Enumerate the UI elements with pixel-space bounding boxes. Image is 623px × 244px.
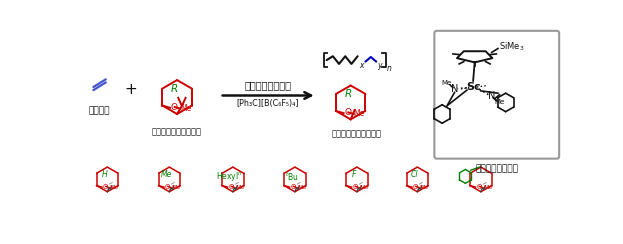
- Text: Me: Me: [354, 110, 365, 119]
- Text: アニシルプロピレン類: アニシルプロピレン類: [152, 128, 202, 137]
- Text: スカンジウム触媒: スカンジウム触媒: [475, 164, 518, 173]
- Text: $^t$Bu: $^t$Bu: [285, 170, 298, 183]
- Text: F: F: [351, 170, 356, 179]
- Text: Sc: Sc: [466, 82, 480, 92]
- Text: スカンジウム触媒: スカンジウム触媒: [245, 80, 292, 90]
- Text: x: x: [359, 61, 364, 70]
- Text: ~: ~: [357, 179, 365, 187]
- Text: ~: ~: [295, 179, 303, 187]
- Text: O: O: [165, 184, 170, 190]
- Text: Cl: Cl: [411, 170, 418, 179]
- Text: SiMe$_3$: SiMe$_3$: [500, 41, 525, 53]
- Text: N: N: [451, 84, 458, 94]
- Text: O: O: [229, 184, 234, 190]
- Text: y: y: [377, 61, 381, 70]
- Text: ~: ~: [107, 179, 115, 187]
- FancyBboxPatch shape: [434, 31, 559, 159]
- Text: O: O: [345, 108, 351, 117]
- Text: Me: Me: [172, 185, 181, 190]
- Text: ~: ~: [481, 179, 489, 187]
- Text: Me: Me: [297, 185, 307, 190]
- Text: O: O: [353, 184, 358, 190]
- Text: H: H: [102, 170, 107, 179]
- Text: O: O: [477, 184, 482, 190]
- Text: エチレン: エチレン: [89, 106, 110, 115]
- Text: n: n: [386, 64, 391, 73]
- Text: Me: Me: [359, 185, 369, 190]
- Text: Me: Me: [180, 104, 191, 113]
- Text: [Ph₃C][B(C₆F₅)₄]: [Ph₃C][B(C₆F₅)₄]: [237, 99, 300, 108]
- Text: Me: Me: [442, 80, 452, 86]
- Text: Me: Me: [110, 185, 119, 190]
- Text: ~: ~: [169, 179, 178, 187]
- Text: O: O: [413, 184, 418, 190]
- Text: N: N: [488, 91, 495, 101]
- Text: 新しい機能性ポリマー: 新しい機能性ポリマー: [332, 129, 382, 138]
- Text: R: R: [171, 84, 178, 94]
- Text: Me: Me: [420, 185, 429, 190]
- Text: Hexyl$^n$: Hexyl$^n$: [216, 170, 243, 183]
- Text: O: O: [103, 184, 108, 190]
- Text: +: +: [124, 82, 137, 97]
- Text: Me: Me: [483, 185, 493, 190]
- Text: Me: Me: [235, 185, 245, 190]
- Text: R: R: [345, 89, 352, 99]
- Text: O: O: [171, 102, 178, 112]
- Text: Me: Me: [161, 170, 172, 179]
- Text: ~: ~: [233, 179, 241, 187]
- Text: Me: Me: [494, 100, 505, 105]
- Text: O: O: [290, 184, 296, 190]
- Text: ~: ~: [417, 179, 426, 187]
